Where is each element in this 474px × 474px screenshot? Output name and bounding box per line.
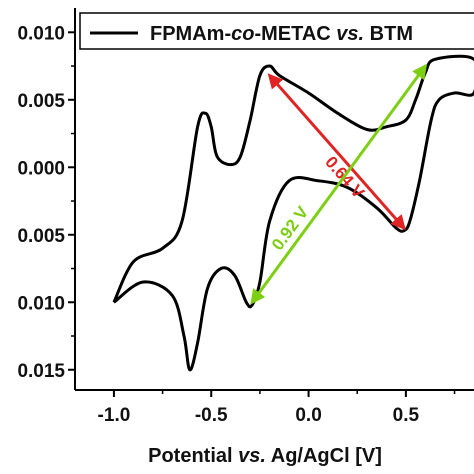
x-axis-ticks: -1.0 -0.5 0.0 0.5 xyxy=(98,390,456,426)
legend-label-part: BTM xyxy=(364,23,413,45)
cv-curve-line xyxy=(112,54,474,372)
x-tick-label: -1.0 xyxy=(98,405,131,426)
x-tick-label: 0.0 xyxy=(295,405,321,426)
legend-label-part: vs. xyxy=(336,23,364,45)
x-axis-title-part: Potential xyxy=(148,445,238,467)
legend-box xyxy=(79,12,474,50)
y-tick-label: 0.000 xyxy=(17,158,65,179)
y-tick-label: 0.005 xyxy=(17,226,65,247)
annotations-layer: 0.64 V0.92 V xyxy=(250,63,428,305)
y-tick-label: 0.010 xyxy=(17,293,65,314)
legend-label-part: co xyxy=(231,23,254,45)
y-axis-ticks: 0.010 0.005 0.000 0.005 0.010 0.015 xyxy=(17,23,75,382)
legend-label: FPMAm-co-METAC vs. BTM xyxy=(150,23,413,45)
y-tick-label: 0.005 xyxy=(17,91,65,112)
x-axis-title: Potential vs. Ag/AgCl [V] xyxy=(148,445,382,467)
y-tick-label: 0.010 xyxy=(17,23,65,44)
legend-label-part: FPMAm- xyxy=(150,23,231,45)
annotation-arrow xyxy=(250,63,428,305)
x-tick-label: -0.5 xyxy=(195,405,228,426)
x-axis-title-part: Ag/AgCl [V] xyxy=(266,445,382,467)
legend-label-part: -METAC xyxy=(254,23,336,45)
x-tick-label: 0.5 xyxy=(393,405,420,426)
x-axis-title-part: vs. xyxy=(238,445,266,467)
annotation-arrow xyxy=(267,73,406,231)
series-layer xyxy=(112,54,474,372)
y-tick-label: 0.015 xyxy=(17,361,65,382)
axes xyxy=(74,8,474,391)
legend: FPMAm-co-METAC vs. BTM xyxy=(79,12,474,50)
